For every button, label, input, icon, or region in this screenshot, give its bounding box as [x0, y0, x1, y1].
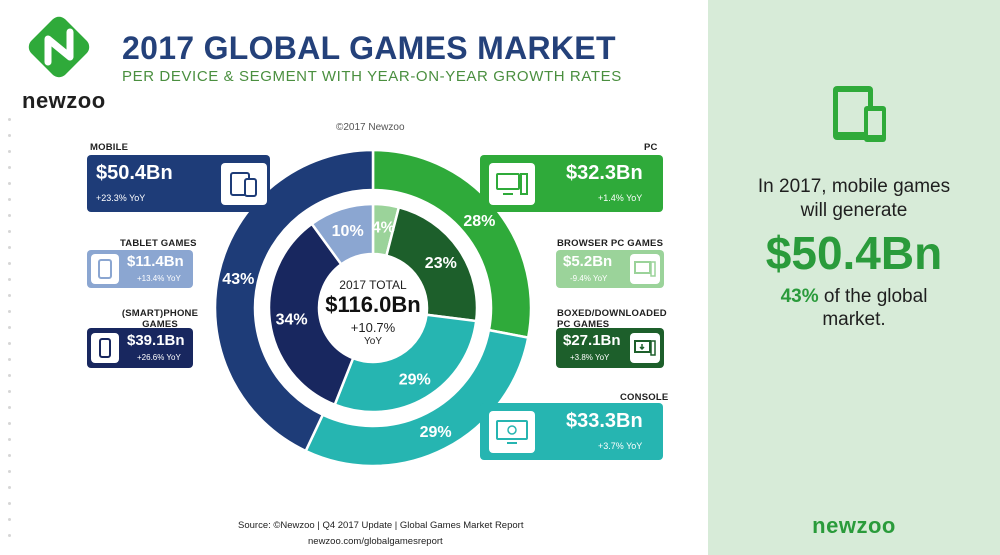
border-dot — [8, 246, 11, 249]
border-dot — [8, 486, 11, 489]
border-dot — [8, 454, 11, 457]
border-dot — [8, 502, 11, 505]
console-title: CONSOLE — [620, 392, 669, 403]
console-card: $33.3Bn +3.7% YoY — [480, 403, 663, 460]
browser-value: $5.2Bn — [563, 253, 613, 270]
border-dot — [8, 310, 11, 313]
border-dot — [8, 262, 11, 265]
border-dot — [8, 534, 11, 537]
border-dot — [8, 470, 11, 473]
tablet-growth: +13.4% YoY — [137, 274, 181, 283]
boxed-title: BOXED/DOWNLOADED PC GAMES — [557, 308, 667, 330]
browser-title: BROWSER PC GAMES — [557, 238, 664, 249]
browser-card: $5.2Bn -9.4% YoY — [556, 250, 664, 288]
outer-label: 43% — [222, 271, 254, 288]
mobile-value: $50.4Bn — [96, 162, 173, 184]
total-value: $116.0Bn — [325, 292, 421, 317]
phone-title: (SMART)PHONE GAMES — [121, 308, 199, 330]
site-link[interactable]: newzoo.com/globalgamesreport — [308, 536, 443, 547]
source-text: Source: ©Newzoo | Q4 2017 Update | Globa… — [238, 520, 524, 531]
inner-label: 4% — [372, 220, 395, 237]
panel-text-line4: market. — [822, 309, 886, 330]
phone-icon — [91, 333, 119, 363]
inner-segment-smart-phone-games — [267, 222, 355, 407]
console-value: $33.3Bn — [566, 410, 643, 432]
border-dot — [8, 230, 11, 233]
border-dot — [8, 214, 11, 217]
tablet-card: $11.4Bn +13.4% YoY — [87, 250, 193, 288]
phone-value: $39.1Bn — [127, 332, 185, 349]
phone-growth: +26.6% YoY — [137, 353, 181, 362]
border-dot — [8, 406, 11, 409]
inner-segment-console — [333, 313, 478, 414]
border-dot — [8, 198, 11, 201]
tablet-phone-icon — [830, 84, 890, 144]
copyright-text: ©2017 Newzoo — [336, 122, 405, 133]
console-tv-icon — [489, 411, 535, 453]
total-label: 2017 TOTAL — [339, 278, 407, 292]
pc-title: PC — [644, 142, 658, 153]
border-dot — [8, 294, 11, 297]
tablet-phone-icon — [221, 163, 267, 205]
inner-segment-boxed-downloaded-pc-games — [384, 205, 479, 323]
panel-text-line3-rest: of the global — [818, 286, 928, 307]
mobile-card: $50.4Bn +23.3% YoY — [87, 155, 270, 212]
browser-growth: -9.4% YoY — [570, 274, 608, 283]
boxed-growth: +3.8% YoY — [570, 353, 610, 362]
total-yoy: YoY — [364, 336, 382, 347]
inner-label: 34% — [276, 311, 308, 328]
pc-growth: +1.4% YoY — [598, 193, 643, 203]
border-dot — [8, 390, 11, 393]
border-dot — [8, 422, 11, 425]
pc-card: $32.3Bn +1.4% YoY — [480, 155, 663, 212]
phone-card: $39.1Bn +26.6% YoY — [87, 328, 193, 368]
border-dot — [8, 134, 11, 137]
inner-label: 10% — [332, 223, 364, 240]
page-subtitle: PER DEVICE & SEGMENT WITH YEAR-ON-YEAR G… — [122, 68, 622, 85]
boxed-card: $27.1Bn +3.8% YoY — [556, 328, 664, 368]
mobile-growth: +23.3% YoY — [96, 193, 146, 203]
border-dot — [8, 326, 11, 329]
border-dot — [8, 150, 11, 153]
panel-text-line2: will generate — [800, 200, 908, 221]
border-dot — [8, 374, 11, 377]
panel-value: $50.4Bn — [765, 227, 943, 279]
tablet-title: TABLET GAMES — [120, 238, 197, 249]
border-dot — [8, 358, 11, 361]
panel-text-line3: 43% of the global — [708, 286, 1000, 308]
newzoo-logo-icon — [28, 16, 90, 78]
border-dot — [8, 278, 11, 281]
outer-label: 28% — [463, 213, 495, 230]
outer-label: 29% — [420, 424, 452, 441]
total-growth: +10.7% — [350, 320, 396, 335]
logo-text: newzoo — [22, 88, 106, 113]
browser-window-icon — [630, 254, 660, 284]
border-dot — [8, 182, 11, 185]
border-dot — [8, 518, 11, 521]
outer-segment-mobile — [213, 148, 375, 453]
console-growth: +3.7% YoY — [598, 441, 643, 451]
panel-text-line1: In 2017, mobile games — [757, 176, 951, 197]
pc-value: $32.3Bn — [566, 162, 643, 184]
border-dot — [8, 342, 11, 345]
desktop-pc-icon — [489, 163, 535, 205]
tablet-icon — [91, 254, 119, 284]
boxed-value: $27.1Bn — [563, 332, 621, 349]
mobile-title: MOBILE — [90, 142, 129, 153]
tablet-value: $11.4Bn — [127, 253, 184, 270]
border-dot — [8, 438, 11, 441]
download-pc-icon — [630, 333, 660, 363]
inner-label: 23% — [425, 255, 457, 272]
panel-logo-text: newzoo — [812, 513, 896, 538]
border-dot — [8, 118, 11, 121]
inner-label: 29% — [399, 372, 431, 389]
inner-segment-tablet-games — [310, 202, 375, 267]
page-title: 2017 GLOBAL GAMES MARKET — [122, 30, 616, 66]
panel-percent: 43% — [780, 286, 819, 307]
border-dot — [8, 166, 11, 169]
